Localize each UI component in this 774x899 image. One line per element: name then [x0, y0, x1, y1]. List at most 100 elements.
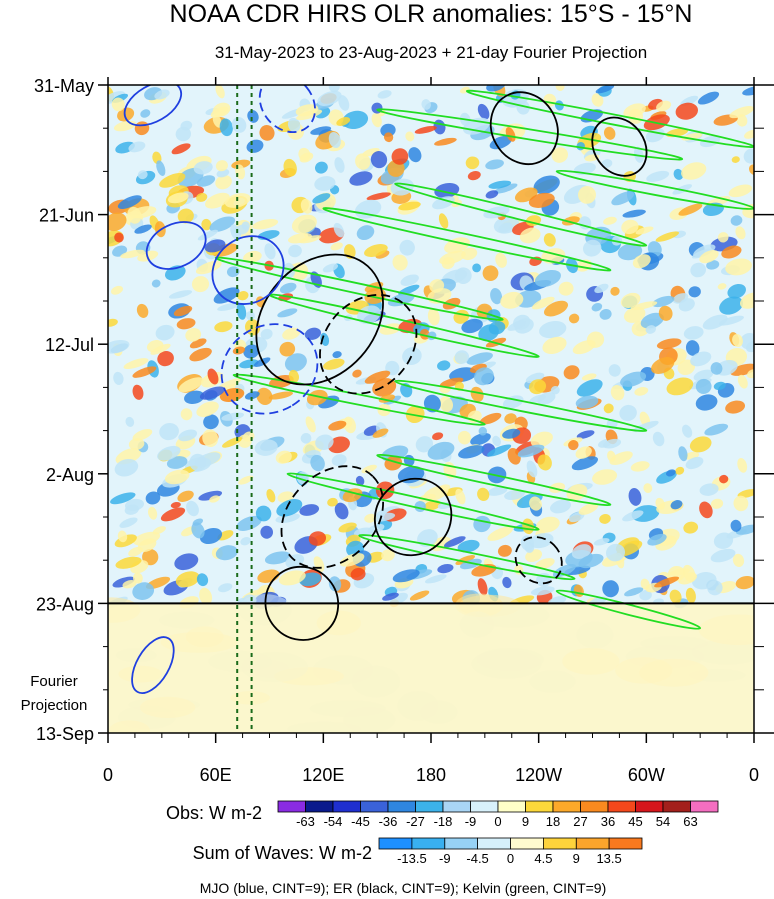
colorbar-label: 36: [601, 814, 615, 829]
anomaly-cell: [624, 587, 644, 597]
anomaly-cell: [630, 461, 650, 472]
anomaly-cell: [217, 302, 240, 311]
anomaly-cell: [485, 190, 499, 199]
anomaly-cell: [132, 582, 155, 600]
anomaly-cell: [654, 576, 680, 588]
anomaly-cell: [488, 180, 512, 189]
colorbar-label: 13.5: [596, 851, 621, 866]
anomaly-cell: [213, 287, 240, 304]
colorbar-label: -27: [406, 814, 425, 829]
anomaly-cell: [704, 423, 729, 436]
colorbar-swatch: [415, 800, 444, 813]
anomaly-cell: [526, 460, 538, 478]
anomaly-cell: [457, 430, 472, 445]
anomaly-cell: [166, 456, 188, 469]
anomaly-cell: [478, 426, 488, 436]
anomaly-cell: [655, 231, 680, 242]
anomaly-cell: [122, 580, 137, 589]
x-tick-label: 60E: [200, 765, 232, 785]
colorbar-swatch: [470, 800, 499, 813]
anomaly-cell: [487, 526, 513, 541]
anomaly-cell: [132, 429, 153, 441]
anomaly-cell: [470, 386, 484, 402]
anomaly-cell: [205, 192, 230, 209]
anomaly-cell: [461, 247, 478, 261]
anomaly-cell: [429, 279, 445, 293]
anomaly-cell: [622, 510, 644, 522]
anomaly-cell: [571, 456, 599, 471]
anomaly-cell: [599, 513, 611, 524]
anomaly-cell: [439, 396, 454, 413]
colorbar-swatch: [332, 800, 361, 813]
anomaly-cell: [334, 157, 345, 173]
anomaly-cell: [592, 469, 618, 485]
mjo-contour: [145, 221, 207, 270]
anomaly-cell: [646, 170, 670, 182]
anomaly-cell: [202, 429, 219, 448]
anomaly-cell: [247, 109, 259, 123]
anomaly-cell: [279, 282, 297, 294]
anomaly-cell: [310, 454, 325, 472]
anomaly-cell: [656, 100, 672, 112]
anomaly-cell: [323, 358, 345, 370]
anomaly-cell: [746, 369, 754, 379]
anomaly-cell: [356, 225, 375, 241]
anomaly-cell: [180, 408, 193, 421]
anomaly-cell: [678, 203, 703, 216]
anomaly-cell: [647, 533, 667, 546]
anomaly-cell: [305, 416, 316, 433]
anomaly-cell: [315, 434, 334, 450]
anomaly-cell: [631, 505, 660, 522]
anomaly-cell: [362, 148, 380, 157]
anomaly-cell: [699, 501, 713, 519]
y-axis: 31-May 21-Jun 12-Jul 2-Aug 23-Aug 13-Sep: [34, 76, 774, 744]
anomaly-cell: [498, 222, 513, 233]
anomaly-cell: [718, 315, 744, 326]
anomaly-cell: [355, 153, 371, 170]
anomaly-cell: [681, 424, 693, 438]
anomaly-cell: [167, 192, 189, 204]
anomaly-cell: [156, 160, 166, 177]
anomaly-cell: [308, 531, 327, 546]
mjo-contours: [123, 85, 319, 694]
anomaly-cell: [199, 386, 225, 400]
anomaly-cell: [408, 147, 422, 163]
anomaly-cell: [296, 109, 323, 121]
anomaly-cell: [699, 250, 719, 264]
anomaly-cell: [336, 117, 351, 126]
anomaly-cell: [497, 544, 512, 557]
anomaly-cell: [114, 232, 124, 243]
anomaly-cell: [204, 239, 226, 253]
anomaly-cell: [688, 286, 701, 298]
anomaly-cell: [529, 496, 542, 511]
anomaly-cell: [519, 227, 541, 244]
anomaly-cell: [215, 175, 232, 190]
anomaly-cell: [151, 279, 161, 288]
anomaly-cell: [536, 516, 560, 533]
anomaly-cell: [372, 428, 389, 438]
er-contour: [264, 565, 340, 641]
mjo-contour: [211, 235, 285, 305]
anomaly-cell: [505, 127, 516, 142]
colorbar-label: 54: [656, 814, 670, 829]
colorbar-swatch: [690, 800, 719, 813]
anomaly-cell: [377, 90, 392, 99]
colorbar-label: 4.5: [534, 851, 552, 866]
colorbar-label: -4.5: [466, 851, 488, 866]
anomaly-cell: [603, 438, 622, 449]
anomaly-cell: [333, 222, 345, 238]
anomaly-cell: [115, 448, 142, 465]
anomaly-cell: [737, 374, 748, 389]
anomaly-cell: [439, 377, 464, 388]
anomaly-cell: [288, 369, 300, 383]
anomaly-cell: [175, 126, 191, 142]
anomaly-cell: [603, 126, 616, 140]
anomaly-cell: [371, 512, 396, 522]
anomaly-cell: [128, 438, 145, 450]
anomaly-cell: [528, 192, 555, 208]
anomaly-cell: [314, 176, 336, 191]
anomaly-cell: [259, 125, 275, 141]
anomaly-cell: [132, 572, 143, 584]
anomaly-cell: [423, 394, 441, 413]
